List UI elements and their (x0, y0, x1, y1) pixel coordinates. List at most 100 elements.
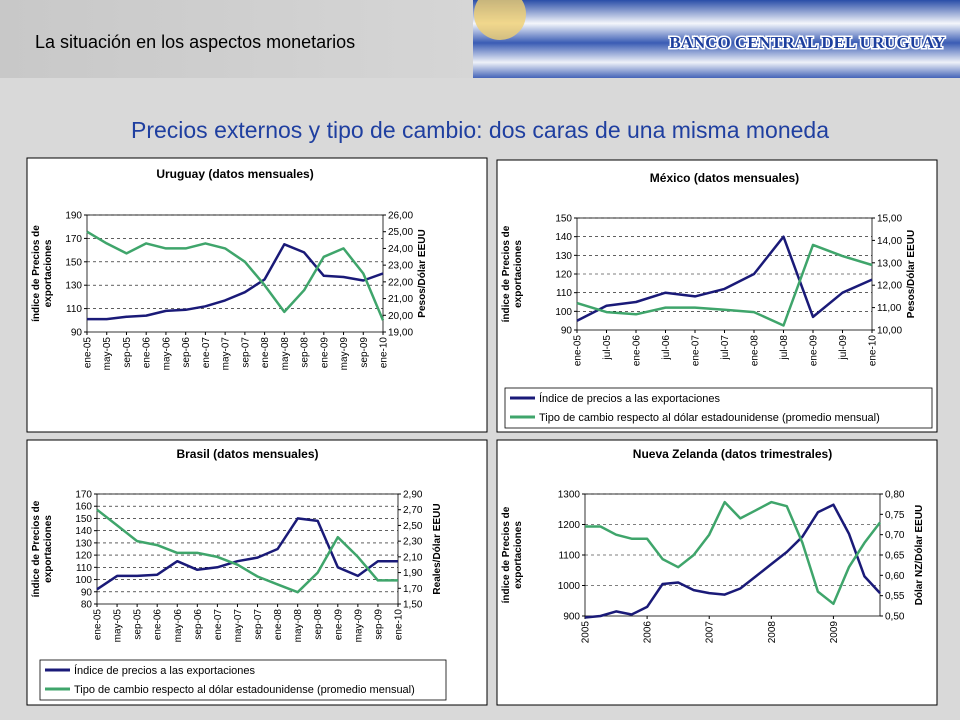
chart-panel (496, 439, 938, 706)
y-axis-title: índice de Precios de (31, 225, 42, 322)
x-tick-label: sep-09 (359, 337, 370, 368)
x-tick-label: ene-05 (573, 335, 584, 367)
chart-panel (496, 159, 938, 433)
x-tick-label: 2009 (829, 621, 840, 644)
y-tick-label: 120 (555, 270, 572, 281)
y-tick-label: 120 (75, 551, 92, 562)
x-tick-label: ene-09 (333, 609, 344, 641)
y2-tick-label: 1,90 (403, 568, 423, 579)
y2-tick-label: 21,00 (388, 294, 413, 305)
y-axis-title: índice de Precios de (31, 500, 42, 597)
legend-label: Índice de precios a las exportaciones (74, 664, 255, 677)
legend-box (39, 659, 447, 701)
legend-label: Tipo de cambio respecto al dólar estadou… (539, 412, 880, 424)
y-tick-label: 150 (555, 214, 572, 225)
y-tick-label: 140 (555, 232, 572, 243)
chart-title: México (datos mensuales) (650, 171, 799, 185)
y-tick-label: 110 (556, 288, 572, 299)
x-tick-label: sep-05 (122, 337, 133, 368)
y-axis-title: índice de Precios de (501, 225, 512, 322)
y-axis-title: exportaciones (43, 239, 54, 307)
x-tick-label: ene-06 (632, 335, 643, 367)
y2-tick-label: 0,60 (885, 571, 905, 582)
x-tick-label: ene-06 (142, 337, 153, 369)
y2-tick-label: 11,00 (877, 303, 902, 314)
y2-tick-label: 12,00 (877, 281, 902, 292)
chart-title: Nueva Zelanda (datos trimestrales) (633, 447, 832, 461)
y-tick-label: 80 (81, 600, 93, 611)
y-tick-label: 90 (561, 326, 573, 337)
x-tick-label: may-09 (353, 609, 364, 643)
x-tick-label: may-06 (173, 609, 184, 643)
series-line (576, 235, 873, 322)
x-tick-label: may-08 (280, 337, 291, 371)
y-tick-label: 1300 (558, 490, 581, 501)
series-line (96, 508, 398, 594)
x-tick-label: jul-06 (661, 335, 672, 361)
y2-tick-label: 24,00 (388, 244, 413, 255)
y-tick-label: 1000 (558, 581, 581, 592)
x-tick-label: may-08 (293, 609, 304, 643)
x-tick-label: may-07 (233, 609, 244, 643)
x-tick-label: 2006 (643, 621, 654, 644)
x-tick-label: sep-07 (253, 609, 264, 640)
y2-tick-label: 1,50 (403, 600, 423, 611)
y-tick-label: 170 (65, 234, 82, 245)
y2-tick-label: 0,80 (885, 490, 905, 501)
chart-panel (26, 157, 488, 433)
y-axis-title: exportaciones (513, 240, 524, 308)
y2-axis-title: Pesos/Dólar EEUU (417, 229, 428, 317)
x-tick-label: ene-08 (260, 337, 271, 369)
y2-axis-title: Dólar NZ/Dólar EEUU (914, 505, 925, 606)
x-tick-label: ene-07 (213, 609, 224, 641)
x-tick-label: ene-06 (153, 609, 164, 641)
y2-tick-label: 2,90 (403, 490, 423, 501)
y-tick-label: 1100 (558, 551, 580, 562)
chart-title: Uruguay (datos mensuales) (156, 167, 313, 181)
sun (474, 0, 526, 40)
y-tick-label: 100 (75, 575, 92, 586)
y2-tick-label: 2,50 (403, 521, 423, 532)
x-tick-label: jul-05 (602, 335, 613, 361)
y2-tick-label: 26,00 (388, 211, 413, 222)
x-tick-label: 2008 (767, 621, 778, 644)
y-tick-label: 170 (75, 490, 92, 501)
x-tick-label: jul-08 (779, 335, 790, 361)
x-tick-label: ene-07 (201, 337, 212, 369)
y2-tick-label: 15,00 (877, 214, 902, 225)
x-tick-label: ene-09 (809, 335, 820, 367)
x-tick-label: sep-07 (240, 337, 251, 368)
y-axis-title: exportaciones (43, 515, 54, 583)
x-tick-label: sep-06 (181, 337, 192, 368)
section-title: La situación en los aspectos monetarios (35, 32, 355, 52)
legend-label: Tipo de cambio respecto al dólar estadou… (74, 684, 415, 696)
y-tick-label: 140 (75, 526, 92, 537)
slide-title: Precios externos y tipo de cambio: dos c… (131, 117, 829, 143)
institution: BANCO CENTRAL DEL URUGUAY (669, 33, 945, 52)
y2-tick-label: 0,65 (885, 551, 905, 562)
y-tick-label: 190 (65, 211, 82, 222)
y2-tick-label: 0,70 (885, 530, 905, 541)
plot-frame (584, 493, 881, 617)
y2-axis-title: Pesos/Dólar EEUU (906, 230, 917, 318)
y2-tick-label: 0,75 (885, 510, 905, 521)
legend-box (504, 387, 933, 429)
y-axis-title: exportaciones (513, 521, 524, 589)
x-tick-label: 2005 (581, 621, 592, 644)
y2-tick-label: 19,00 (388, 328, 413, 339)
y-tick-label: 100 (555, 307, 572, 318)
y-tick-label: 130 (555, 251, 572, 262)
legend-label: Índice de precios a las exportaciones (539, 392, 720, 405)
y2-tick-label: 23,00 (388, 261, 413, 272)
x-tick-label: ene-05 (83, 337, 94, 369)
x-tick-label: may-05 (113, 609, 124, 643)
x-tick-label: may-06 (161, 337, 172, 371)
x-tick-label: ene-10 (394, 609, 405, 641)
y2-tick-label: 0,50 (885, 612, 905, 623)
y-tick-label: 90 (71, 328, 83, 339)
series-line (96, 517, 398, 591)
y-tick-label: 1200 (558, 520, 581, 531)
flag (473, 0, 960, 78)
y2-tick-label: 1,70 (403, 584, 423, 595)
x-tick-label: may-05 (102, 337, 113, 371)
